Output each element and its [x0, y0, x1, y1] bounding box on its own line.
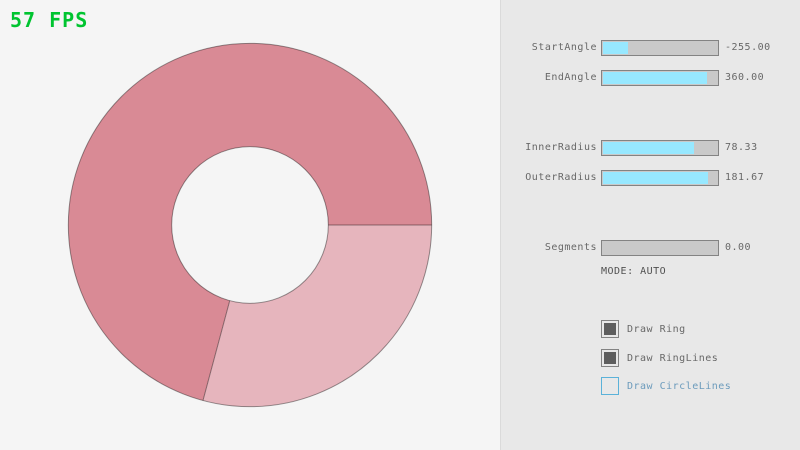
- ring-outer-line: [67, 42, 433, 408]
- checkmark-fill: [604, 323, 616, 335]
- draw-circlelines-checkbox-label: Draw CircleLines: [627, 380, 732, 392]
- innerradius-slider[interactable]: [601, 140, 719, 156]
- draw-ring-checkbox[interactable]: [601, 320, 619, 338]
- segments-value: 0.00: [725, 242, 752, 253]
- control-panel: StartAngle -255.00 EndAngle 360.00 Inner…: [500, 0, 800, 450]
- draw-ring-checkbox-label: Draw Ring: [627, 323, 686, 335]
- slider-row-startangle: StartAngle -255.00: [501, 40, 800, 56]
- checkbox-row-draw-ring: Draw Ring: [601, 320, 686, 338]
- outerradius-label: OuterRadius: [525, 172, 597, 183]
- slider-row-endangle: EndAngle 360.00: [501, 70, 800, 86]
- outerradius-slider-fill: [603, 172, 709, 184]
- ring-segment-single: [202, 225, 432, 407]
- endangle-slider-fill: [603, 72, 708, 84]
- checkmark-fill: [604, 352, 616, 364]
- segments-slider[interactable]: [601, 240, 719, 256]
- ring-segment-overlap: [68, 43, 432, 401]
- outerradius-slider[interactable]: [601, 170, 719, 186]
- startangle-slider[interactable]: [601, 40, 719, 56]
- fps-counter: 57 FPS: [10, 8, 89, 32]
- startangle-slider-fill: [603, 42, 629, 54]
- draw-circlelines-checkbox[interactable]: [601, 377, 619, 395]
- innerradius-slider-fill: [603, 142, 694, 154]
- segments-label: Segments: [544, 242, 597, 253]
- outerradius-value: 181.67: [725, 172, 765, 183]
- startangle-label: StartAngle: [531, 42, 597, 53]
- ring-canvas: [67, 42, 433, 408]
- checkbox-row-draw-ringlines: Draw RingLines: [601, 349, 718, 367]
- startangle-value: -255.00: [725, 42, 771, 53]
- slider-row-segments: Segments 0.00: [501, 240, 800, 256]
- slider-row-outerradius: OuterRadius 181.67: [501, 170, 800, 186]
- checkbox-row-draw-circlelines: Draw CircleLines: [601, 377, 731, 395]
- draw-ringlines-checkbox-label: Draw RingLines: [627, 352, 719, 364]
- ring-inner-line: [171, 146, 329, 304]
- innerradius-label: InnerRadius: [525, 142, 597, 153]
- innerradius-value: 78.33: [725, 142, 758, 153]
- segments-mode-label: MODE: AUTO: [601, 266, 667, 277]
- draw-ringlines-checkbox[interactable]: [601, 349, 619, 367]
- ring-lines: [67, 42, 433, 408]
- endangle-label: EndAngle: [544, 72, 597, 83]
- endangle-slider[interactable]: [601, 70, 719, 86]
- slider-row-innerradius: InnerRadius 78.33: [501, 140, 800, 156]
- endangle-value: 360.00: [725, 72, 765, 83]
- ring-cap-line-start: [202, 300, 231, 401]
